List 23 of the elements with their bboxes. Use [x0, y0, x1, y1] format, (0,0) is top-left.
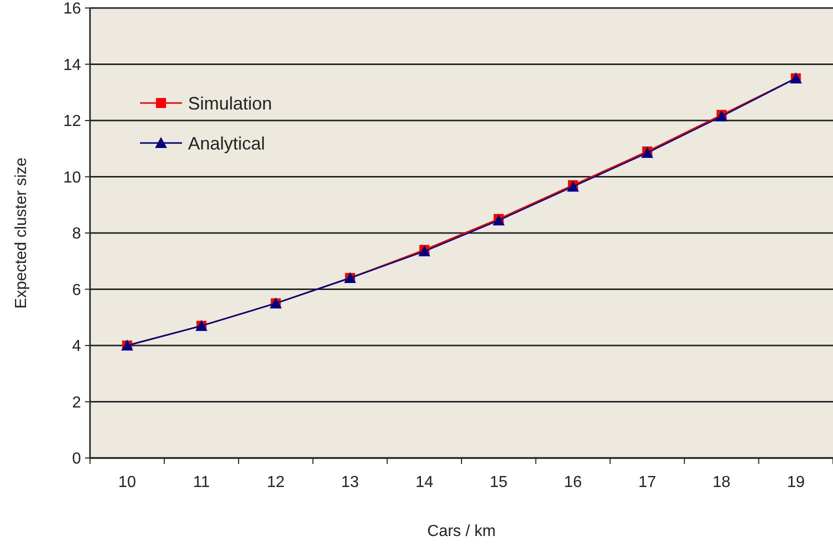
y-tick-label: 0 — [72, 450, 82, 468]
x-tick-label: 14 — [415, 474, 434, 491]
x-axis-title: Cars / km — [427, 523, 496, 540]
y-tick-label: 8 — [72, 226, 82, 243]
legend-label: Simulation — [188, 93, 272, 114]
x-tick-label: 17 — [638, 474, 656, 491]
x-tick-label: 10 — [118, 474, 136, 491]
y-axis-title: Expected cluster size — [13, 157, 30, 309]
x-tick-label: 11 — [193, 474, 210, 491]
y-tick-label: 10 — [63, 169, 82, 186]
x-tick-label: 12 — [266, 474, 285, 491]
y-tick-label: 16 — [63, 0, 82, 18]
y-tick-label: 4 — [72, 338, 82, 356]
y-tick-label: 6 — [72, 282, 82, 299]
x-tick-label: 13 — [341, 474, 360, 491]
y-tick-label: 2 — [72, 394, 82, 412]
y-tick-label: 14 — [63, 56, 82, 74]
x-tick-label: 16 — [564, 474, 582, 491]
x-tick-label: 19 — [786, 474, 805, 491]
y-tick-label: 12 — [63, 113, 82, 130]
x-tick-label: 15 — [490, 474, 508, 491]
x-tick-label: 18 — [712, 474, 731, 491]
legend-label: Analytical — [188, 133, 266, 154]
